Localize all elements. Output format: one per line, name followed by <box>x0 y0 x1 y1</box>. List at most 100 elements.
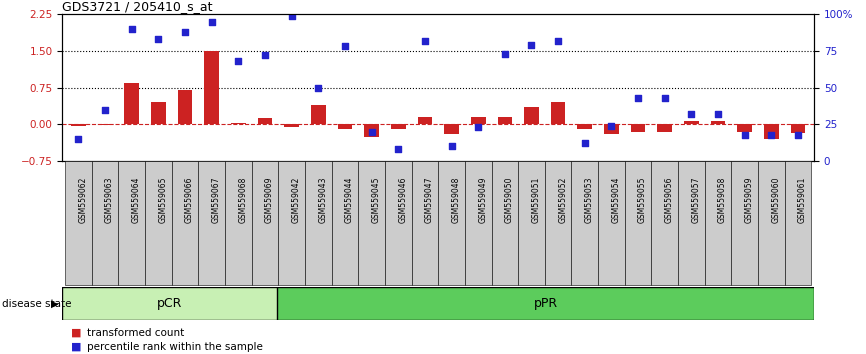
Bar <box>284 124 299 127</box>
Point <box>311 85 325 91</box>
Bar <box>604 124 619 134</box>
Text: GSM559065: GSM559065 <box>158 177 167 223</box>
Text: GSM559063: GSM559063 <box>105 177 114 223</box>
Bar <box>231 123 246 124</box>
Bar <box>65 161 92 285</box>
Bar <box>785 161 811 285</box>
Bar <box>125 83 139 124</box>
Point <box>178 29 192 35</box>
Bar <box>624 161 651 285</box>
Point <box>765 132 779 137</box>
Bar <box>257 119 272 124</box>
Bar <box>332 161 359 285</box>
Text: GSM559056: GSM559056 <box>665 177 674 223</box>
Point <box>152 36 165 42</box>
Text: pPR: pPR <box>533 297 558 310</box>
Bar <box>391 124 405 129</box>
Bar <box>657 124 672 132</box>
Bar <box>98 124 113 125</box>
Bar <box>551 102 565 124</box>
Bar <box>492 161 518 285</box>
Point <box>125 26 139 32</box>
Text: GSM559045: GSM559045 <box>372 177 380 223</box>
Point <box>738 132 752 137</box>
Text: GSM559069: GSM559069 <box>265 177 274 223</box>
Bar <box>705 161 732 285</box>
Bar <box>178 90 192 124</box>
Point <box>471 125 485 130</box>
Text: GSM559062: GSM559062 <box>78 177 87 223</box>
Bar <box>365 124 379 137</box>
Text: GSM559042: GSM559042 <box>292 177 301 223</box>
Point <box>498 51 512 57</box>
Text: GSM559055: GSM559055 <box>638 177 647 223</box>
Bar <box>465 161 492 285</box>
Text: GSM559050: GSM559050 <box>505 177 514 223</box>
Text: GSM559068: GSM559068 <box>238 177 248 223</box>
Bar <box>444 124 459 134</box>
Text: GSM559054: GSM559054 <box>611 177 620 223</box>
Bar <box>598 161 624 285</box>
Bar <box>732 161 758 285</box>
Point <box>711 111 725 117</box>
Bar <box>171 161 198 285</box>
Point <box>231 58 245 64</box>
Bar <box>758 161 785 285</box>
Bar <box>311 105 326 124</box>
Text: GSM559048: GSM559048 <box>451 177 461 223</box>
Point <box>631 95 645 101</box>
Point <box>365 129 378 135</box>
Point <box>684 111 698 117</box>
Text: GSM559047: GSM559047 <box>425 177 434 223</box>
Bar <box>204 51 219 124</box>
Bar <box>145 161 171 285</box>
Bar <box>497 117 512 124</box>
Bar <box>545 161 572 285</box>
Bar <box>791 124 805 133</box>
Point <box>204 19 218 24</box>
Bar <box>225 161 252 285</box>
Text: GSM559064: GSM559064 <box>132 177 140 223</box>
Text: ■: ■ <box>71 328 81 338</box>
Text: GSM559060: GSM559060 <box>772 177 780 223</box>
Bar <box>359 161 385 285</box>
Point <box>418 38 432 44</box>
Point <box>285 13 299 18</box>
Bar <box>417 117 432 124</box>
Text: GSM559066: GSM559066 <box>185 177 194 223</box>
Point <box>258 52 272 58</box>
Bar <box>738 124 752 132</box>
Text: GSM559046: GSM559046 <box>398 177 407 223</box>
Bar <box>572 161 598 285</box>
Text: GSM559057: GSM559057 <box>691 177 701 223</box>
Bar <box>684 121 699 124</box>
Text: GSM559067: GSM559067 <box>211 177 221 223</box>
Text: GSM559061: GSM559061 <box>798 177 807 223</box>
Text: GSM559043: GSM559043 <box>318 177 327 223</box>
Bar <box>438 161 465 285</box>
Text: disease state: disease state <box>2 298 71 309</box>
Bar <box>62 287 277 320</box>
Bar <box>305 161 332 285</box>
Text: GSM559049: GSM559049 <box>478 177 488 223</box>
Bar <box>678 161 705 285</box>
Point <box>578 141 591 146</box>
Bar <box>651 161 678 285</box>
Text: pCR: pCR <box>157 297 183 310</box>
Point <box>552 38 565 44</box>
Bar <box>578 124 592 129</box>
Bar <box>252 161 278 285</box>
Point <box>792 132 805 137</box>
Text: GSM559044: GSM559044 <box>345 177 354 223</box>
Bar <box>711 121 726 124</box>
Bar <box>71 124 86 126</box>
Point <box>604 123 618 129</box>
Bar <box>411 161 438 285</box>
Text: GSM559053: GSM559053 <box>585 177 594 223</box>
Text: ■: ■ <box>71 342 81 352</box>
Bar <box>518 161 545 285</box>
Point <box>71 136 85 142</box>
Point <box>338 44 352 49</box>
Bar <box>385 161 411 285</box>
Point <box>658 95 672 101</box>
